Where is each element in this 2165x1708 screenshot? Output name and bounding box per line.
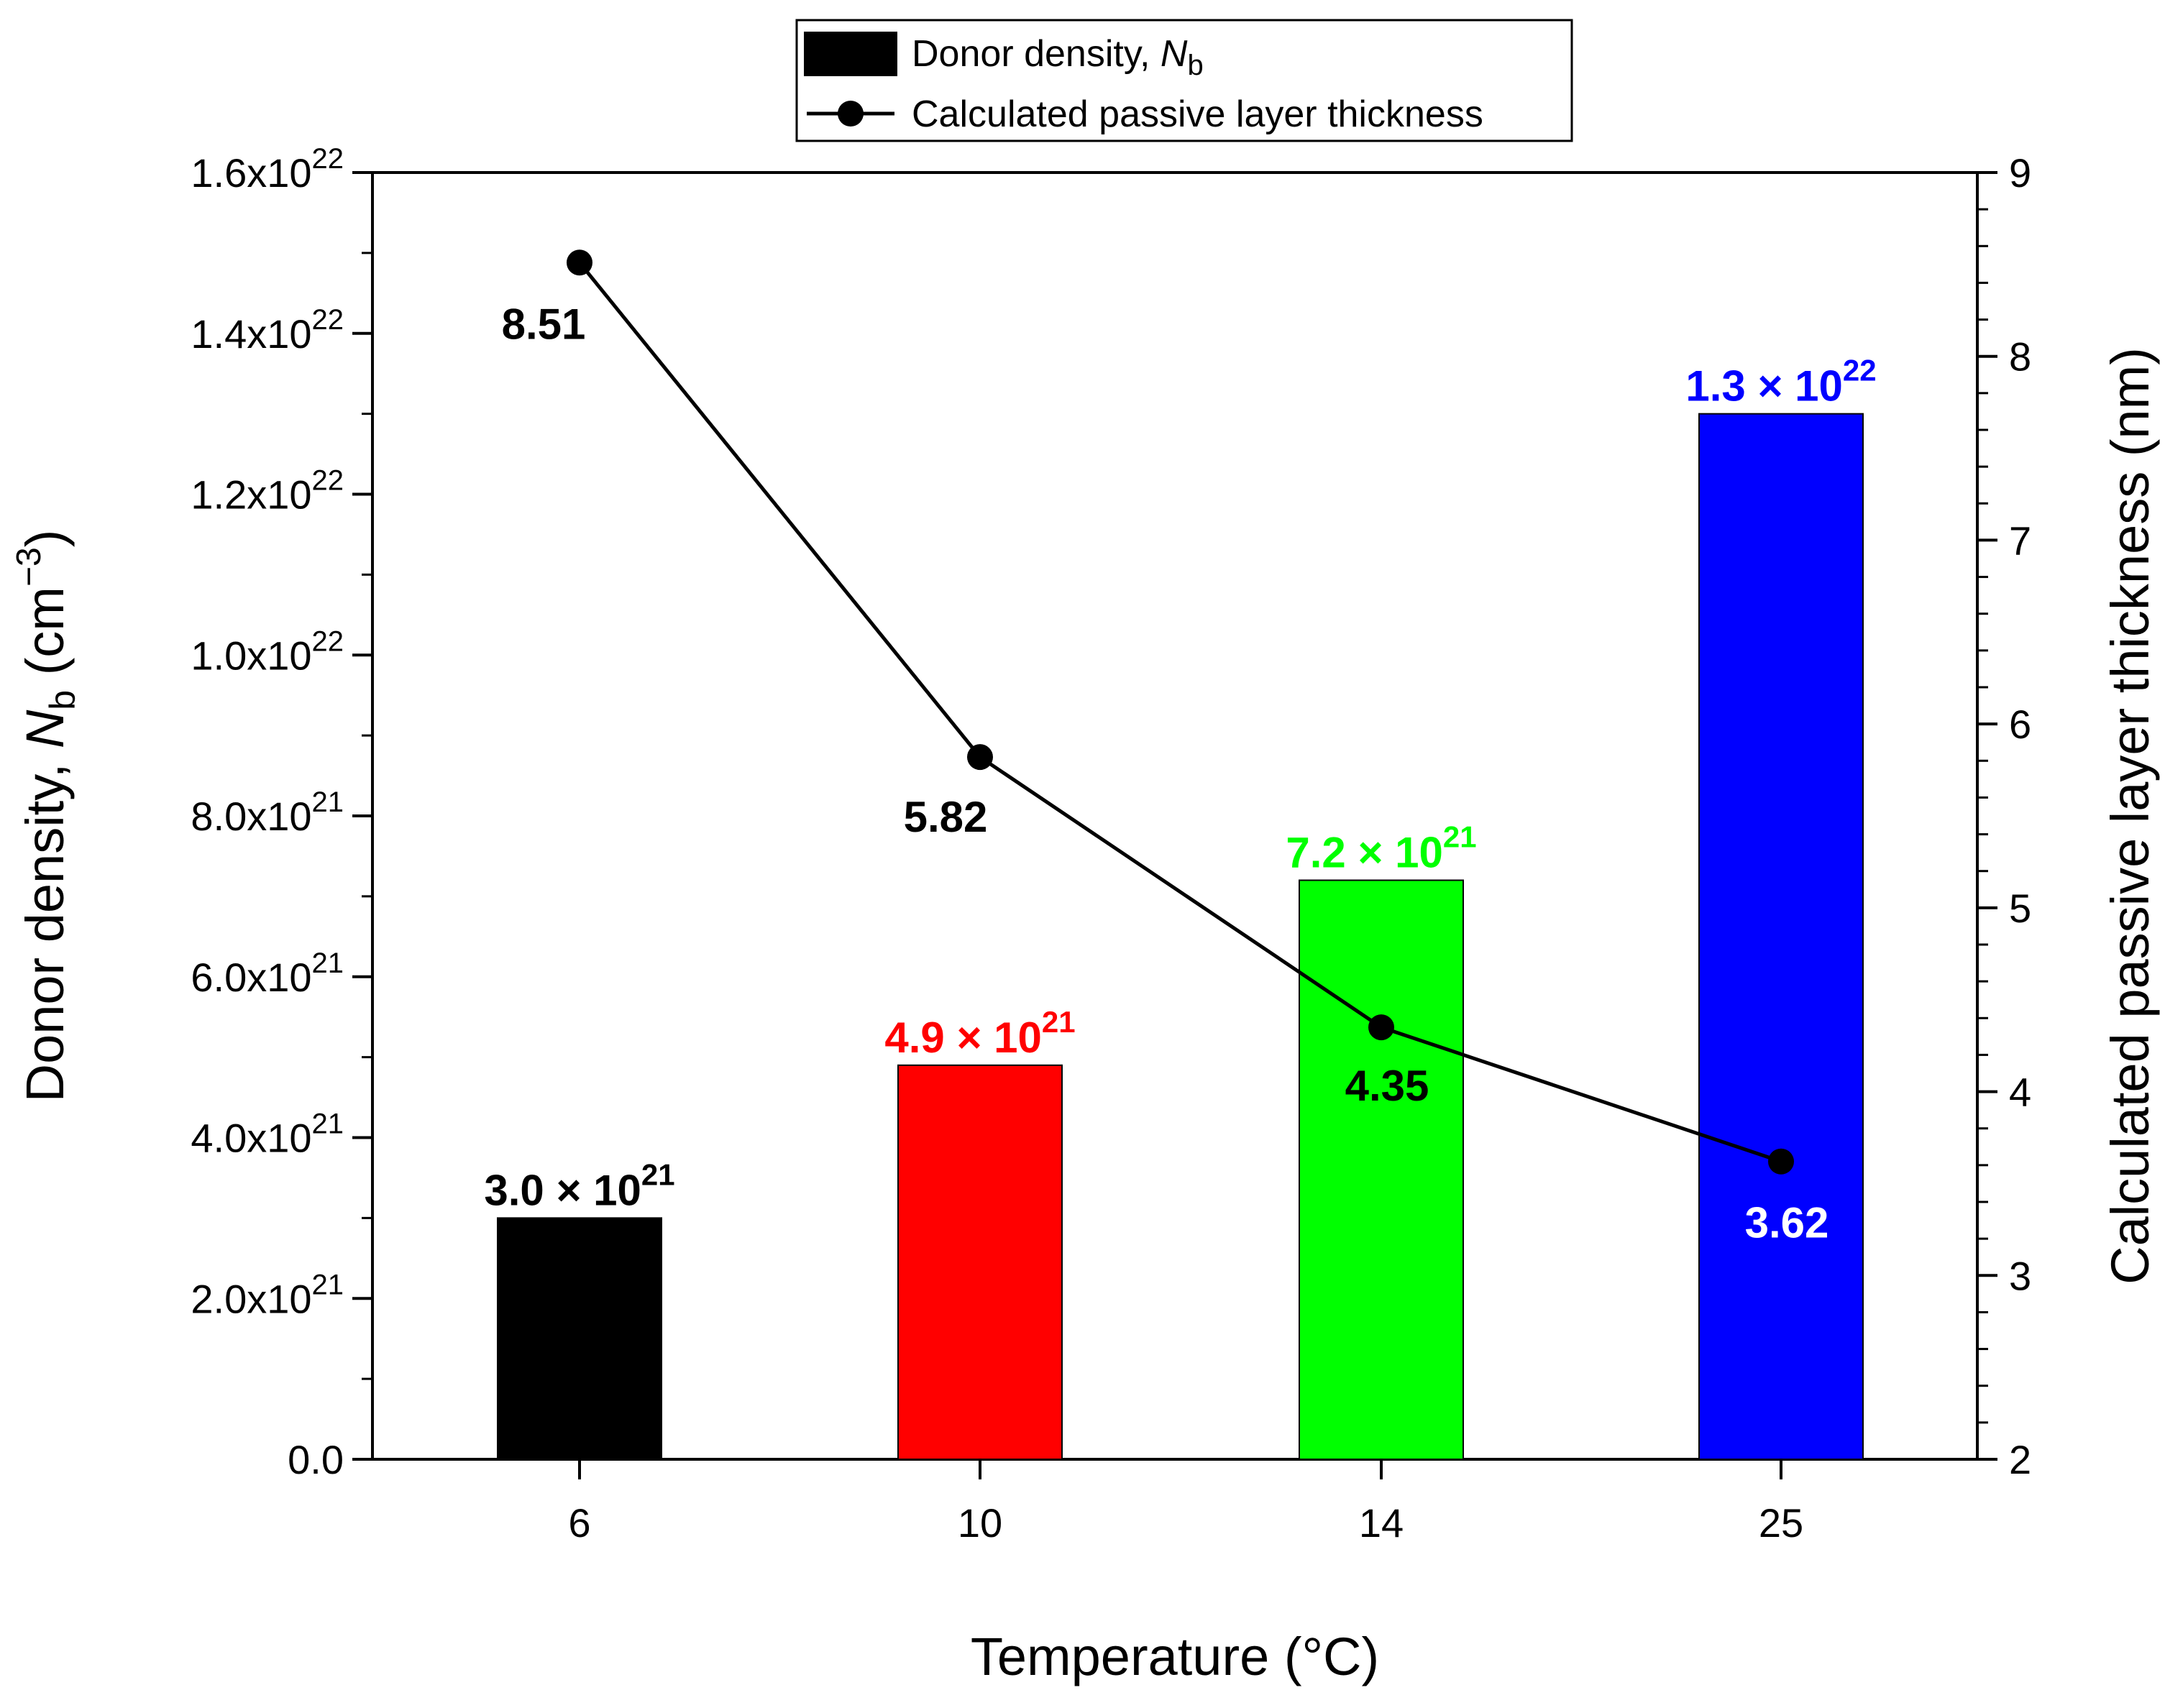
left-tick-label: 8.0x1021: [191, 786, 344, 839]
right-axis: 2 3 4 5 6 7 8 9: [1977, 150, 2031, 1482]
x-axis-title: Temperature (°C): [971, 1627, 1379, 1686]
right-axis-title: Calculated passive layer thickness (nm): [2100, 347, 2160, 1285]
legend-label-line: Calculated passive layer thickness: [912, 93, 1483, 135]
left-tick-label: 6.0x1021: [191, 947, 344, 1000]
left-axis-title: Donor density, Nb (cm−3): [10, 530, 83, 1103]
x-axis: 6 10 14 25: [568, 1459, 1803, 1546]
thickness-point-25: [1768, 1148, 1794, 1175]
line-series-group: 8.51 5.82 4.35 3.62: [502, 249, 1829, 1247]
left-tick-label: 1.0x1022: [191, 625, 344, 678]
legend-box: [795, 19, 1573, 142]
thickness-point-6: [567, 249, 592, 276]
legend-swatch-bars: [804, 32, 897, 76]
right-tick-label: 2: [2009, 1437, 2031, 1482]
bar-value-label-6: 3.0 × 1021: [484, 1157, 674, 1214]
right-tick-label: 5: [2009, 886, 2031, 931]
bar-14: [1299, 879, 1464, 1460]
bar-10: [897, 1064, 1063, 1460]
thickness-value-label-14: 4.35: [1345, 1062, 1429, 1110]
bar-6: [497, 1217, 662, 1460]
right-tick-label: 3: [2009, 1253, 2031, 1298]
bar-value-label-25: 1.3 × 1022: [1685, 354, 1876, 410]
right-tick-label: 6: [2009, 702, 2031, 747]
thickness-value-label-25: 3.62: [1745, 1199, 1829, 1247]
left-tick-label: 4.0x1021: [191, 1108, 344, 1161]
legend-swatch-marker: [838, 101, 864, 127]
thickness-value-label-10: 5.82: [904, 793, 988, 841]
x-tick-label-10: 10: [958, 1500, 1002, 1546]
bars-group: 3.0 × 1021 4.9 × 1021 7.2 × 1021 1.3 × 1022: [484, 354, 1877, 1460]
left-tick-label: 1.4x1022: [191, 304, 344, 357]
left-tick-label: 0.0: [288, 1437, 344, 1482]
bar-value-label-10: 4.9 × 1021: [884, 1005, 1075, 1062]
bar-25: [1698, 413, 1864, 1460]
right-tick-label: 7: [2009, 518, 2031, 563]
x-tick-label-6: 6: [568, 1500, 590, 1546]
right-tick-label: 4: [2009, 1070, 2031, 1115]
x-tick-label-25: 25: [1759, 1500, 1803, 1546]
left-axis: 0.0 2.0x1021 4.0x1021 6.0x1021 8.0x1021 1.0x1…: [191, 143, 372, 1482]
left-tick-label: 1.6x1022: [191, 143, 344, 196]
thickness-point-14: [1368, 1014, 1394, 1041]
thickness-line: [578, 261, 1782, 1164]
bar-value-label-14: 7.2 × 1021: [1286, 820, 1476, 877]
x-tick-label-14: 14: [1359, 1500, 1404, 1546]
thickness-value-label-6: 8.51: [502, 300, 586, 348]
left-tick-label: 1.2x1022: [191, 465, 344, 518]
right-tick-label: 8: [2009, 334, 2031, 380]
legend-label-bars: Donor density, Nb: [912, 33, 1204, 81]
thickness-point-10: [967, 744, 993, 771]
legend: Donor density, Nb Calculated passive lay…: [795, 19, 1573, 142]
right-tick-label: 9: [2009, 150, 2031, 196]
left-tick-label: 2.0x1021: [191, 1269, 344, 1321]
